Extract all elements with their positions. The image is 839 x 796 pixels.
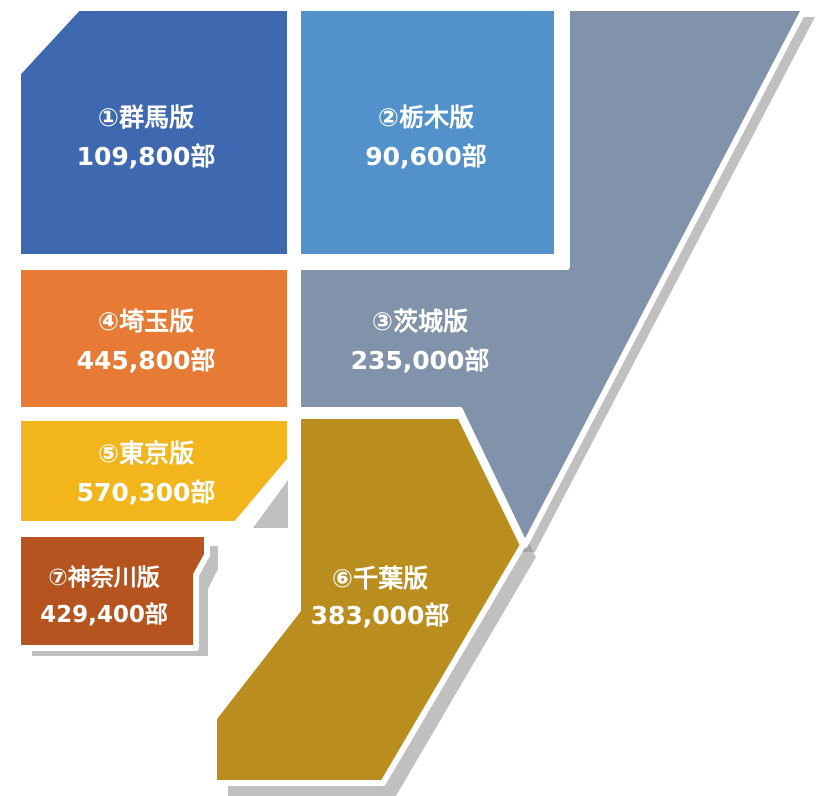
region-shape-chiba xyxy=(211,413,526,786)
region-copies-chiba: 383,000部 xyxy=(311,601,450,630)
region-copies-saitama: 445,800部 xyxy=(77,346,216,375)
region-shape-ibaraki xyxy=(295,5,808,548)
region-name-kanagawa: ⑦神奈川版 xyxy=(48,564,159,591)
region-shape-tochigi xyxy=(295,5,560,260)
region-name-gunma: ①群馬版 xyxy=(98,103,194,132)
region-shape-gunma xyxy=(15,5,293,260)
region-copies-ibaraki: 235,000部 xyxy=(351,346,490,375)
region-shape-kanagawa xyxy=(15,531,210,651)
region-shape-saitama xyxy=(15,264,293,413)
region-name-saitama: ④埼玉版 xyxy=(98,307,194,336)
region-name-chiba: ⑥千葉版 xyxy=(332,564,428,593)
region-name-tokyo: ⑤東京版 xyxy=(98,439,194,468)
region-copies-tochigi: 90,600部 xyxy=(365,142,486,171)
region-copies-gunma: 109,800部 xyxy=(77,142,216,171)
region-name-ibaraki: ③茨城版 xyxy=(372,307,468,336)
region-shape-tokyo xyxy=(15,415,293,527)
region-name-tochigi: ②栃木版 xyxy=(378,103,474,132)
region-copies-kanagawa: 429,400部 xyxy=(40,601,168,628)
region-copies-tokyo: 570,300部 xyxy=(77,478,216,507)
